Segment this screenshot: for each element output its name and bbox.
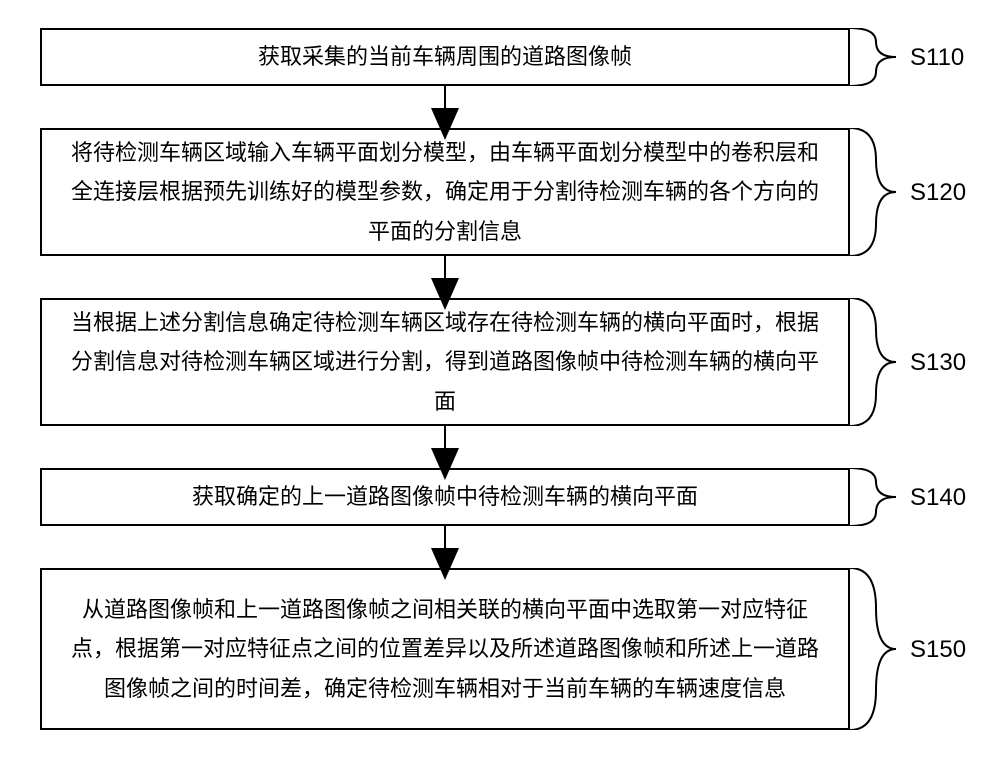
- brace-s110: [850, 28, 910, 86]
- step-label-s120: S120: [910, 179, 966, 207]
- step-label-s140: S140: [910, 484, 966, 512]
- flowchart-canvas: 获取采集的当前车辆周围的道路图像帧 将待检测车辆区域输入车辆平面划分模型，由车辆…: [0, 0, 1000, 758]
- step-box-s120: 将待检测车辆区域输入车辆平面划分模型，由车辆平面划分模型中的卷积层和全连接层根据…: [40, 128, 850, 256]
- step-label-s150: S150: [910, 636, 966, 664]
- brace-s120: [850, 128, 910, 256]
- brace-s150: [850, 568, 910, 730]
- step-box-s140: 获取确定的上一道路图像帧中待检测车辆的横向平面: [40, 468, 850, 526]
- step-label-s110: S110: [910, 44, 964, 72]
- brace-s140: [850, 468, 910, 526]
- step-label-s130: S130: [910, 349, 966, 377]
- step-box-s110: 获取采集的当前车辆周围的道路图像帧: [40, 28, 850, 86]
- step-box-s130: 当根据上述分割信息确定待检测车辆区域存在待检测车辆的横向平面时，根据分割信息对待…: [40, 298, 850, 426]
- brace-s130: [850, 298, 910, 426]
- step-box-s150: 从道路图像帧和上一道路图像帧之间相关联的横向平面中选取第一对应特征点，根据第一对…: [40, 568, 850, 730]
